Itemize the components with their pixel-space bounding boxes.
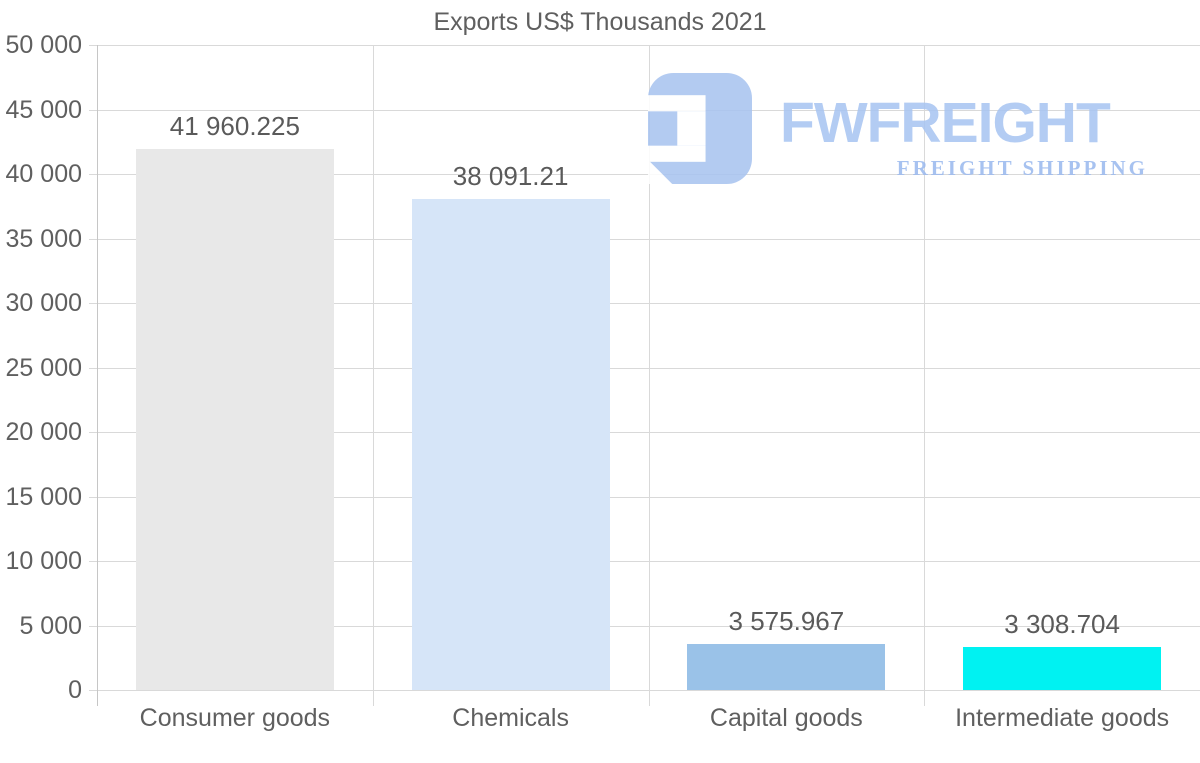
gridline-horizontal — [89, 109, 1200, 111]
gridline-horizontal — [89, 690, 1200, 691]
gridline-vertical — [372, 45, 374, 706]
gridline-horizontal — [89, 432, 1200, 433]
gridline-vertical — [924, 45, 926, 706]
gridline-horizontal — [89, 496, 1200, 498]
gridline-horizontal — [89, 303, 1200, 304]
y-axis-tick-label: 35 000 — [5, 224, 82, 253]
chart-title: Exports US$ Thousands 2021 — [433, 8, 767, 36]
y-axis-tick-label: 20 000 — [5, 418, 82, 446]
bar — [687, 643, 886, 690]
y-axis-tick-label: 45 000 — [5, 95, 82, 124]
gridline-horizontal — [89, 625, 1200, 627]
x-axis-category-label: Intermediate goods — [955, 704, 1170, 732]
gridline-horizontal — [89, 45, 1200, 46]
bar-value-label: 41 960.225 — [169, 110, 300, 141]
bar-value-label: 3 575.967 — [728, 605, 845, 636]
gridline-horizontal — [89, 174, 1200, 175]
y-axis-tick-label: 40 000 — [5, 160, 82, 188]
gridline-horizontal — [89, 561, 1200, 562]
y-axis-tick-label: 5 000 — [19, 611, 82, 640]
y-axis-tick-label: 0 — [68, 676, 82, 704]
bar — [135, 148, 334, 690]
bar — [411, 198, 610, 690]
y-axis-tick-label: 30 000 — [5, 289, 82, 317]
bar-value-label: 3 308.704 — [1004, 609, 1120, 640]
bar — [963, 647, 1162, 690]
x-axis-category-label: Consumer goods — [139, 704, 331, 732]
y-axis-tick-label: 10 000 — [5, 547, 82, 575]
y-axis-tick-label: 25 000 — [5, 353, 82, 382]
gridline-horizontal — [89, 367, 1200, 369]
x-axis-category-label: Capital goods — [709, 704, 863, 732]
y-axis-tick-label: 50 000 — [5, 31, 82, 59]
y-axis-tick-label: 15 000 — [5, 482, 82, 511]
x-axis-category-label: Chemicals — [452, 704, 569, 732]
gridline-vertical — [648, 45, 650, 706]
bar-value-label: 38 091.21 — [452, 160, 569, 191]
gridline-horizontal — [89, 238, 1200, 240]
y-axis-line — [97, 45, 98, 706]
